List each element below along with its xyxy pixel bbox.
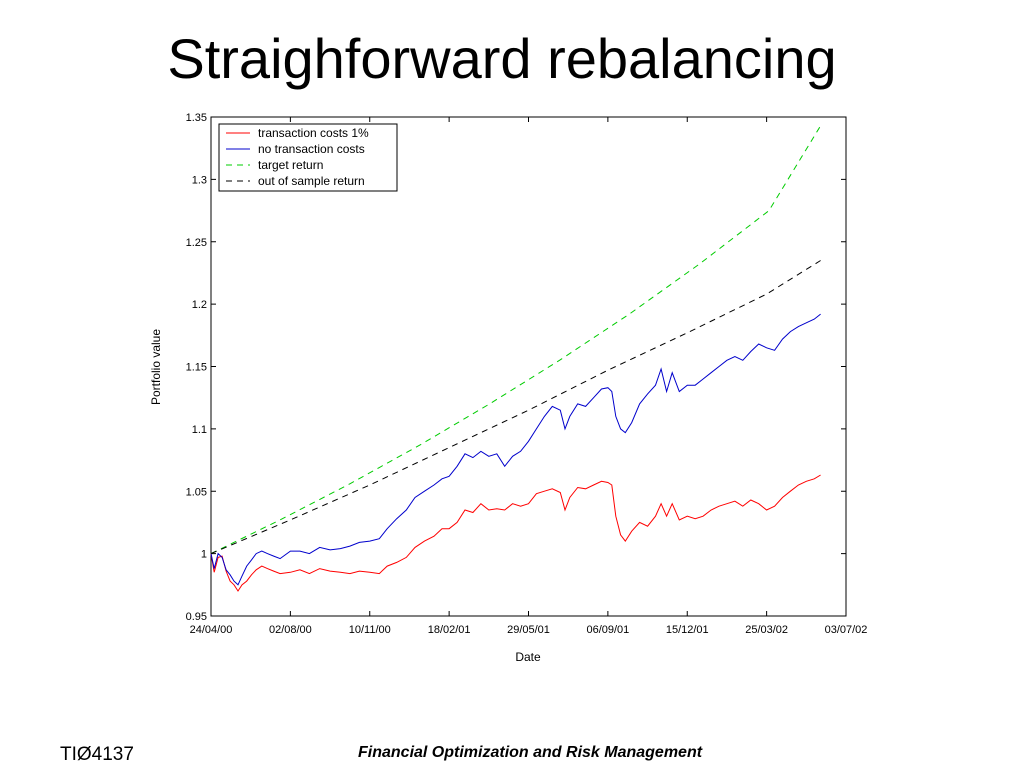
plot-frame (210, 116, 847, 617)
series-line-1 (210, 474, 821, 592)
series-layer (210, 125, 822, 592)
y-tick-label: 1.3 (192, 174, 207, 186)
y-tick-label: 1.1 (192, 424, 207, 436)
x-axis-label: Date (515, 650, 541, 664)
y-tick-label: 1.35 (186, 112, 207, 124)
series-line-3 (210, 125, 822, 555)
y-tick-label: 1.05 (186, 486, 207, 498)
y-tick-label: 1 (201, 549, 207, 561)
x-tick-label: 29/05/01 (507, 624, 550, 636)
x-tick-label: 15/12/01 (666, 624, 709, 636)
course-name: Financial Optimization and Risk Manageme… (358, 744, 703, 761)
y-tick-label: 1.15 (186, 362, 207, 374)
x-tick-label: 02/08/00 (269, 624, 312, 636)
legend-label: transaction costs 1% (258, 126, 369, 140)
legend: transaction costs 1% no transaction costs… (218, 123, 398, 192)
axis-ticks: 0.95 1 1.05 1.1 1.15 1.2 1.25 1.3 1.35 24/04/00 02… (186, 112, 868, 636)
x-tick-label: 03/07/02 (825, 624, 868, 636)
x-tick-label: 06/09/01 (586, 624, 629, 636)
legend-label: out of sample return (258, 174, 365, 188)
y-axis-label: Portfolio value (149, 329, 163, 405)
y-tick-label: 0.95 (186, 611, 207, 623)
series-line-2 (210, 313, 821, 586)
x-tick-label: 25/03/02 (745, 624, 788, 636)
legend-label: target return (258, 158, 323, 172)
series-line-4 (210, 260, 821, 555)
slide-title: Straighforward rebalancing (167, 27, 837, 90)
y-tick-label: 1.25 (186, 237, 207, 249)
x-tick-label: 18/02/01 (428, 624, 471, 636)
course-code: TIØ4137 (60, 744, 134, 765)
legend-label: no transaction costs (258, 142, 365, 156)
y-tick-label: 1.2 (192, 299, 207, 311)
legend-box (218, 123, 398, 192)
x-tick-label: 10/11/00 (349, 624, 391, 636)
x-tick-label: 24/04/00 (190, 624, 233, 636)
